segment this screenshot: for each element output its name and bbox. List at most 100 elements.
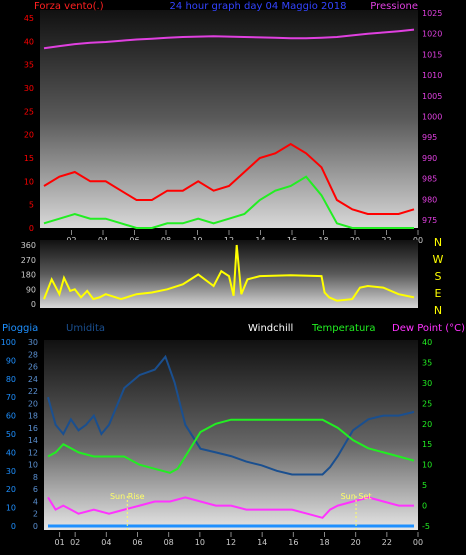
temperature-y-tick-label: 35 — [422, 358, 432, 367]
humidity-y-tick-label: 24 — [28, 375, 38, 384]
rain-y-tick-label: 10 — [6, 504, 16, 513]
humidity-y-tick-label: 14 — [28, 436, 38, 445]
temperature-x-tick-label: 20 — [351, 538, 361, 547]
compass-label: S — [435, 270, 442, 283]
panel-wind-pressure: Forza vento(.) 24 hour graph day 04 Magg… — [24, 1, 443, 245]
humidity-y-tick-label: 4 — [33, 498, 38, 507]
temperature-x-tick-label: 08 — [164, 538, 174, 547]
temperature-label: Temperatura — [311, 323, 376, 334]
right-axis-title: Pressione — [370, 1, 418, 12]
humidity-y-tick-label: 8 — [33, 473, 38, 482]
chart-title: 24 hour graph day 04 Maggio 2018 — [170, 1, 347, 12]
temperature-y-tick-label: -5 — [422, 522, 430, 531]
rain-y-tick-label: 90 — [6, 356, 16, 365]
rain-y-tick-label: 40 — [6, 448, 16, 457]
series-line-direction — [43, 244, 415, 302]
left-y-tick-label: 5 — [29, 201, 34, 210]
dewpoint-label: Dew Point (°C) — [392, 323, 465, 334]
temperature-x-tick-label: 01 — [54, 538, 64, 547]
rain-y-ticks: 0 10 20 30 40 50 60 70 80 90 100 — [1, 338, 16, 531]
plot-area-temperature — [44, 340, 418, 530]
right-y-tick-label: 995 — [422, 133, 437, 142]
humidity-y-tick-label: 2 — [33, 510, 38, 519]
sun-set-label: Sun Set — [341, 492, 372, 501]
right-y-tick-label: 1015 — [422, 50, 442, 59]
rain-y-tick-label: 0 — [11, 522, 16, 531]
rain-y-tick-label: 20 — [6, 485, 16, 494]
temperature-y-tick-label: 15 — [422, 440, 432, 449]
temperature-x-tick-label: 10 — [195, 538, 205, 547]
humidity-label: Umidita — [66, 323, 105, 334]
series-line-umidita — [47, 354, 415, 476]
humidity-y-tick-label: 28 — [28, 350, 38, 359]
temperature-x-tick-label: 14 — [257, 538, 267, 547]
sun-rise-label: Sun Rise — [110, 492, 145, 501]
humidity-y-tick-label: 0 — [33, 522, 38, 531]
temperature-y-tick-label: 40 — [422, 338, 432, 347]
left-y-tick-label: 10 — [24, 177, 34, 186]
rain-label: Pioggia — [2, 323, 38, 334]
humidity-y-tick-label: 10 — [28, 461, 38, 470]
temperature-series — [47, 354, 415, 528]
temperature-y-tick-label: 25 — [422, 399, 432, 408]
humidity-y-tick-label: 30 — [28, 338, 38, 347]
direction-y-tick-label: 0 — [31, 300, 36, 309]
humidity-y-tick-label: 6 — [33, 485, 38, 494]
left-y-tick-label: 35 — [24, 61, 34, 70]
left-y-ticks: 0 5 10 15 20 25 30 35 40 45 — [24, 14, 34, 233]
rain-y-tick-label: 100 — [1, 338, 16, 347]
temperature-y-ticks: -5 0 5 10 15 20 25 30 35 40 — [422, 338, 432, 531]
temperature-x-ticks: 01 02 04 06 08 10 12 14 16 18 20 22 00 — [54, 532, 423, 547]
temperature-x-tick-label: 22 — [382, 538, 392, 547]
panel-temperature: Pioggia Umidita Windchill Temperatura De… — [1, 323, 465, 547]
direction-y-tick-label: 90 — [26, 285, 36, 294]
left-y-tick-label: 40 — [24, 37, 34, 46]
series-line-raffica — [43, 142, 415, 215]
left-y-tick-label: 15 — [24, 154, 34, 163]
series-line-pressione — [43, 28, 415, 50]
direction-y-tick-label: 180 — [21, 271, 36, 280]
rain-y-tick-label: 30 — [6, 467, 16, 476]
temperature-y-tick-label: 20 — [422, 420, 432, 429]
rain-y-tick-label: 80 — [6, 375, 16, 384]
rain-y-tick-label: 50 — [6, 430, 16, 439]
temperature-x-tick-label: 00 — [413, 538, 423, 547]
temperature-y-tick-label: 5 — [422, 481, 427, 490]
rain-y-tick-label: 70 — [6, 393, 16, 402]
direction-y-tick-label: 270 — [21, 256, 36, 265]
right-y-tick-label: 985 — [422, 175, 437, 184]
temperature-x-tick-label: 02 — [70, 538, 80, 547]
temperature-x-tick-label: 18 — [319, 538, 329, 547]
plot-area-wind — [40, 10, 418, 228]
direction-y-tick-label: 360 — [21, 241, 36, 250]
right-y-tick-label: 1020 — [422, 30, 442, 39]
series-line-vento-medio — [43, 175, 414, 229]
left-axis-title: Forza vento(.) — [34, 1, 104, 12]
left-y-tick-label: 45 — [24, 14, 34, 23]
sun-markers: Sun Rise Sun Set — [110, 492, 372, 530]
humidity-y-tick-label: 12 — [28, 448, 38, 457]
temperature-y-tick-label: 10 — [422, 461, 432, 470]
left-y-tick-label: 25 — [24, 107, 34, 116]
windchill-label: Windchill — [248, 323, 293, 334]
humidity-y-tick-label: 26 — [28, 363, 38, 372]
series-line-temperatura — [47, 418, 415, 474]
series-line-dew-point — [47, 496, 414, 519]
temperature-x-tick-label: 06 — [132, 538, 142, 547]
temperature-x-tick-label: 16 — [288, 538, 298, 547]
humidity-y-tick-label: 18 — [28, 412, 38, 421]
temperature-x-tick-label: 12 — [226, 538, 236, 547]
left-y-tick-label: 30 — [24, 84, 34, 93]
temperature-x-tick-label: 04 — [101, 538, 111, 547]
humidity-y-tick-label: 20 — [28, 399, 38, 408]
left-y-tick-label: 20 — [24, 131, 34, 140]
right-y-tick-label: 980 — [422, 195, 437, 204]
compass-label: E — [435, 287, 442, 300]
temperature-y-tick-label: 0 — [422, 502, 427, 511]
compass-label: N — [434, 236, 442, 249]
temperature-y-tick-label: 30 — [422, 379, 432, 388]
